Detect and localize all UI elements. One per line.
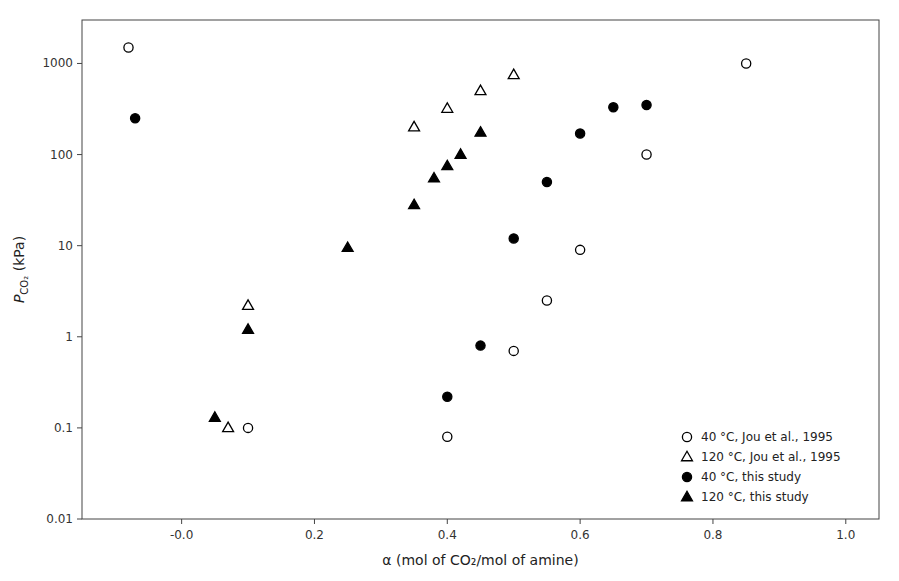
points <box>124 43 751 441</box>
x-tick <box>314 519 315 524</box>
legend-label: 120 °C, this study <box>701 490 809 504</box>
y-tick-label: 1 <box>65 330 73 344</box>
x-tick-label: 0.6 <box>571 528 590 542</box>
point <box>642 150 651 159</box>
y-tick <box>77 63 82 64</box>
point <box>509 234 518 243</box>
legend-swatch <box>682 472 691 481</box>
series <box>223 69 520 432</box>
y-tick <box>77 245 82 246</box>
point <box>542 296 551 305</box>
x-tick <box>447 519 448 524</box>
y-tick-label: 0.01 <box>46 512 73 526</box>
y-tick-label: 0.1 <box>54 421 73 435</box>
x-tick-label: 1.0 <box>836 528 855 542</box>
y-tick <box>77 336 82 337</box>
y-tick-label: 10 <box>58 239 73 253</box>
series <box>131 100 652 401</box>
legend-label: 40 °C, this study <box>701 470 801 484</box>
point <box>508 69 519 78</box>
point <box>443 392 452 401</box>
point <box>442 160 453 169</box>
y-tick <box>77 154 82 155</box>
point <box>475 127 486 136</box>
x-axis-label: α (mol of CO₂/mol of amine) <box>382 552 578 568</box>
point <box>609 103 618 112</box>
background <box>0 0 899 581</box>
y-tick <box>77 427 82 428</box>
point <box>223 422 234 431</box>
plot-frame <box>82 20 879 519</box>
point <box>243 423 252 432</box>
legend-swatch <box>682 451 693 460</box>
point <box>642 100 651 109</box>
legend-swatch <box>682 432 691 441</box>
legend-label: 120 °C, Jou et al., 1995 <box>701 450 841 464</box>
chart: -0.0 0.2 0.4 0.6 0.8 1.0 0.01 0.1 1 10 100 1000 α (m… <box>0 0 899 581</box>
x-tick-label: -0.0 <box>170 528 193 542</box>
x-tick-label: 0.8 <box>703 528 722 542</box>
point <box>509 346 518 355</box>
x-tick <box>580 519 581 524</box>
point <box>409 121 420 130</box>
point <box>124 43 133 52</box>
point <box>542 177 551 186</box>
point <box>131 114 140 123</box>
x-tick <box>845 519 846 524</box>
series <box>124 43 751 441</box>
x-tick <box>181 519 182 524</box>
point <box>742 59 751 68</box>
y-tick <box>77 519 82 520</box>
point <box>476 341 485 350</box>
point <box>342 242 353 251</box>
point <box>455 149 466 158</box>
point <box>576 129 585 138</box>
series <box>209 127 486 422</box>
point <box>409 199 420 208</box>
axes: -0.0 0.2 0.4 0.6 0.8 1.0 0.01 0.1 1 10 100 1000 <box>42 20 879 542</box>
y-axis-label-part: CO₂ <box>19 276 30 295</box>
point <box>243 300 254 309</box>
point <box>443 432 452 441</box>
point <box>243 324 254 333</box>
x-tick-label: 0.4 <box>438 528 457 542</box>
y-axis-label-part: (kPa) <box>11 236 27 276</box>
point <box>209 412 220 421</box>
point <box>429 172 440 181</box>
point <box>442 103 453 112</box>
legend-label: 40 °C, Jou et al., 1995 <box>701 430 833 444</box>
x-tick <box>712 519 713 524</box>
y-tick-label: 100 <box>50 148 73 162</box>
point <box>475 85 486 94</box>
legend: 40 °C, Jou et al., 1995 120 °C, Jou et al… <box>682 430 841 504</box>
x-tick-label: 0.2 <box>305 528 324 542</box>
point <box>576 245 585 254</box>
y-axis-label: PCO₂ (kPa) <box>11 236 30 303</box>
legend-swatch <box>682 491 693 500</box>
y-tick-label: 1000 <box>42 56 73 70</box>
